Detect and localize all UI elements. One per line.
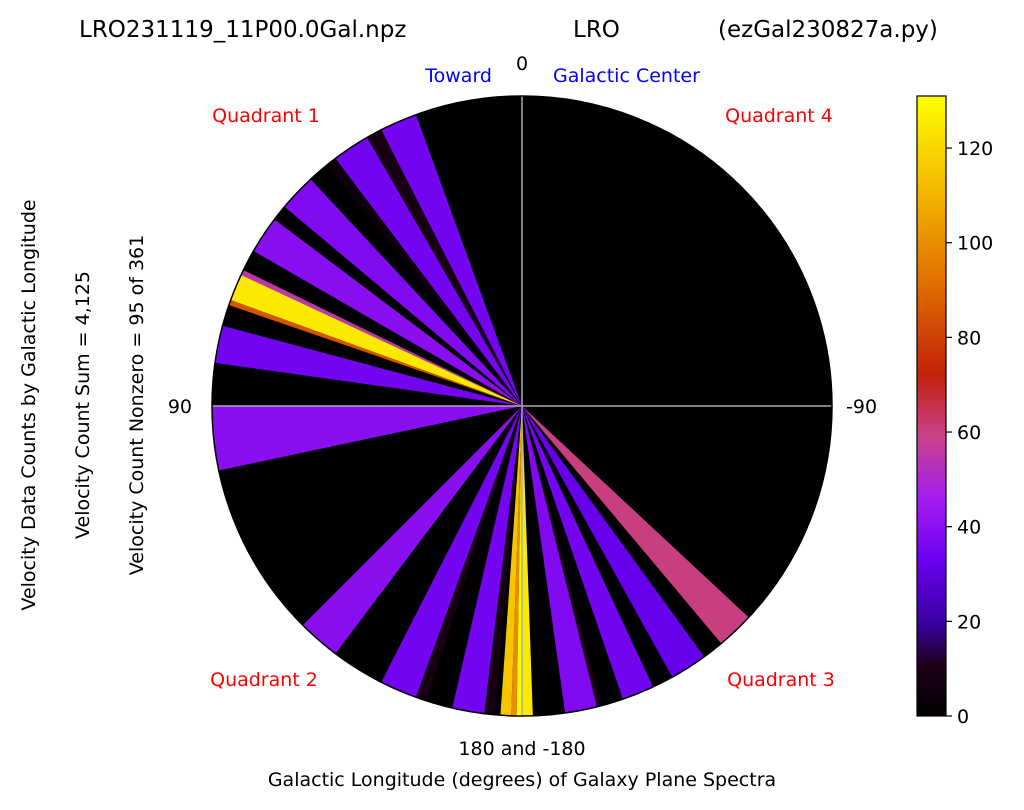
annotation-quadrant-1: Quadrant 1 bbox=[212, 105, 320, 127]
ylabel-middle: Velocity Count Sum = 4,125 bbox=[72, 271, 94, 539]
wedge-14 bbox=[452, 406, 522, 714]
wedge-1 bbox=[367, 129, 522, 407]
annotation-galactic-center: Galactic Center bbox=[553, 65, 700, 87]
title-center: LRO bbox=[573, 17, 620, 43]
wedge-3 bbox=[326, 158, 522, 406]
wedge-10 bbox=[212, 406, 522, 471]
ylabel-inner: Velocity Count Nonzero = 95 of 361 bbox=[126, 235, 148, 575]
wedge-19 bbox=[522, 406, 533, 716]
wedge-7 bbox=[230, 274, 522, 406]
wedge-18 bbox=[516, 406, 522, 716]
colorbar-tick-label-120: 120 bbox=[957, 138, 993, 160]
ylabel-outer: Velocity Data Counts by Galactic Longitu… bbox=[18, 199, 40, 610]
colorbar-tick-label-0: 0 bbox=[957, 706, 969, 728]
annotation-toward: Toward bbox=[424, 65, 492, 87]
colorbar-tick-label-60: 60 bbox=[957, 422, 981, 444]
wedge-layer bbox=[212, 114, 749, 716]
colorbar-tick-label-100: 100 bbox=[957, 233, 993, 255]
wedge-11 bbox=[302, 406, 522, 654]
wedge-20 bbox=[522, 406, 597, 713]
wedge-21 bbox=[522, 406, 603, 707]
wedge-15 bbox=[484, 406, 522, 715]
wedge-22 bbox=[522, 406, 654, 700]
colorbar-ticks: 0 20 40 60 80 100 120 bbox=[946, 138, 993, 728]
wedge-8 bbox=[228, 299, 522, 406]
wedge-9 bbox=[215, 325, 522, 406]
x-axis-label: Galactic Longitude (degrees) of Galaxy P… bbox=[268, 769, 776, 791]
wedge-24 bbox=[522, 406, 749, 644]
wedge-16 bbox=[500, 406, 522, 716]
annotation-quadrant-2: Quadrant 2 bbox=[210, 669, 318, 691]
wedge-6 bbox=[241, 270, 523, 406]
angle-label-bottom: 180 and -180 bbox=[458, 738, 585, 760]
colorbar-tick-label-40: 40 bbox=[957, 517, 981, 539]
title-right: (ezGal230827a.py) bbox=[718, 17, 938, 43]
angle-label-top: 0 bbox=[516, 53, 528, 75]
colorbar-gradient bbox=[916, 95, 947, 717]
angle-label-left: 90 bbox=[168, 396, 192, 418]
wedge-17 bbox=[511, 406, 522, 716]
polar-border bbox=[211, 95, 833, 717]
annotation-quadrant-3: Quadrant 3 bbox=[727, 669, 835, 691]
wedge-4 bbox=[284, 179, 522, 406]
wedge-5 bbox=[253, 219, 522, 406]
title-left: LRO231119_11P00.0Gal.npz bbox=[79, 17, 406, 43]
colorbar: 0 20 40 60 80 100 120 bbox=[916, 95, 993, 728]
colorbar-tick-label-20: 20 bbox=[957, 611, 981, 633]
wedge-12 bbox=[381, 406, 522, 698]
angle-label-right: -90 bbox=[846, 396, 877, 418]
polar-plot bbox=[211, 95, 833, 717]
wedge-0 bbox=[381, 114, 522, 406]
annotation-quadrant-4: Quadrant 4 bbox=[725, 105, 833, 127]
colorbar-tick-label-80: 80 bbox=[957, 327, 981, 349]
wedge-2 bbox=[335, 137, 522, 406]
wedge-13 bbox=[415, 406, 522, 701]
wedge-23 bbox=[522, 406, 705, 678]
